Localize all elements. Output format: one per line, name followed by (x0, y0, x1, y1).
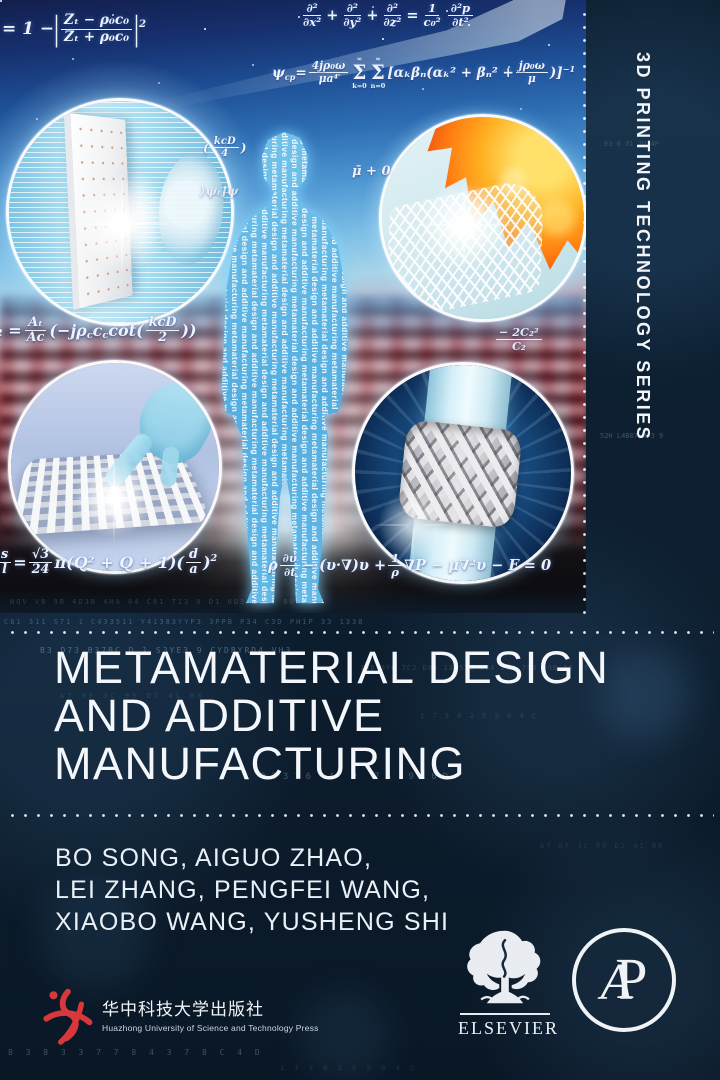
author-line: LEI ZHANG, PENGFEI WANG, (55, 876, 431, 904)
cover-artwork: = 1 − | Zₜ − ρ₀c₀ Zₜ + ρ₀c₀ | 2 ∂² ∂x² + ∂² ∂y… (0, 0, 586, 613)
code-noise-row: 1B8 3F0 7C2 D94 13 55E 10A 2C7 7F3 D9B 6… (360, 664, 595, 672)
equation-fragment-kcd: (kcD 4) (203, 136, 247, 160)
academic-press-logo: A P (572, 928, 676, 1032)
equation-fragment-mu: μ̄ + 0 (352, 164, 391, 179)
code-noise-row: 03316 4 9 73 9C0D (260, 772, 455, 782)
huazhong-red-glyph-icon (43, 988, 93, 1045)
equation-reflection-coefficient: = 1 − | Zₜ − ρ₀c₀ Zₜ + ρ₀c₀ | 2 (2, 10, 147, 48)
silhouette-repeated-text: metamaterial design and additive manufac… (204, 126, 366, 613)
thumb (159, 445, 180, 488)
dotted-divider-bottom (6, 814, 714, 817)
stars-texture (0, 0, 2, 2)
elsevier-tree-icon (467, 930, 541, 1004)
text-silhouette-figure: metamaterial design and additive manufac… (204, 126, 366, 613)
bokeh-blob (600, 650, 690, 740)
code-noise-row: 8 3 8 3 3 7 7 8 4 3 7 8 C 4 D (8, 1048, 264, 1057)
equation-wave: ∂² ∂x² + ∂² ∂y² + ∂² ∂z² = 1 c₀² ∂²p ∂t² (298, 2, 475, 29)
ap-monogram-a: A (600, 953, 633, 1011)
code-noise-row: 52H L4B07 H73 9 (600, 432, 664, 440)
title-line: METAMATERIAL DESIGN (54, 642, 610, 693)
title-line: MANUFACTURING (54, 738, 466, 789)
code-noise-row: C81 311 S71 1 C433511 Y41383YYP3 3PPB P3… (4, 618, 365, 626)
inset-thermal-lattice (379, 114, 586, 322)
inset-lattice-sleeve (352, 362, 574, 584)
title-line: AND ADDITIVE (54, 690, 385, 741)
inset-flexible-mesh (8, 360, 222, 574)
code-noise-row: A7 0F 3C 99 D2 41 B8 (540, 842, 665, 850)
ap-monogram-p: P (615, 945, 648, 1011)
code-noise-row: B3 D73 B37BC D 1 S3YE3 9 CYDBYRD4 VH3 (40, 646, 293, 655)
series-band-label: 3D PRINTING TECHNOLOGY SERIES (633, 52, 653, 442)
huazhong-press-logo: 华中科技大学出版社 Huazhong University of Science… (40, 986, 319, 1046)
elsevier-logo: ELSEVIER (458, 928, 559, 1039)
code-noise-row: NOV VB 9B 4D3B 4HA 04 C81 T13 0 D1 HD3 3… (10, 598, 315, 606)
code-noise-row: 1 7 3 B 2 E 9 0 4 C (420, 712, 539, 720)
light-flare (69, 453, 159, 543)
author-list: BO SONG, AIGUO ZHAO, LEI ZHANG, PENGFEI … (55, 842, 449, 938)
light-flare (67, 169, 177, 279)
author-line: BO SONG, AIGUO ZHAO, (55, 844, 373, 872)
code-noise-row: E3 8 01 7D 4F (604, 140, 659, 148)
equation-fragment-c2: − 2C₂² C₂ (494, 326, 544, 352)
code-noise-row: A7 0F 3C 99 D2 41 B8 (60, 692, 205, 700)
elsevier-rule (460, 1013, 550, 1015)
huazhong-chinese-name: 华中科技大学出版社 (102, 1000, 264, 1019)
light-flare (414, 175, 514, 275)
elsevier-wordmark: ELSEVIER (458, 1018, 559, 1038)
dotted-divider-top (6, 631, 714, 634)
author-line: XIAOBO WANG, YUSHENG SHI (55, 908, 450, 936)
code-noise-row: 1 7 3 B 2 E 9 0 4 C (280, 1064, 418, 1072)
book-title: METAMATERIAL DESIGN AND ADDITIVE MANUFAC… (54, 644, 609, 788)
silhouette-shape: metamaterial design and additive manufac… (204, 126, 366, 613)
dotted-divider-vertical (583, 8, 586, 618)
equation-fragment-psi: ⟩ψₜ⌋ψ (200, 184, 239, 198)
inset-acoustic-panel (6, 98, 234, 326)
huazhong-english-name: Huazhong University of Science and Techn… (102, 1023, 319, 1033)
light-flare (373, 485, 453, 565)
